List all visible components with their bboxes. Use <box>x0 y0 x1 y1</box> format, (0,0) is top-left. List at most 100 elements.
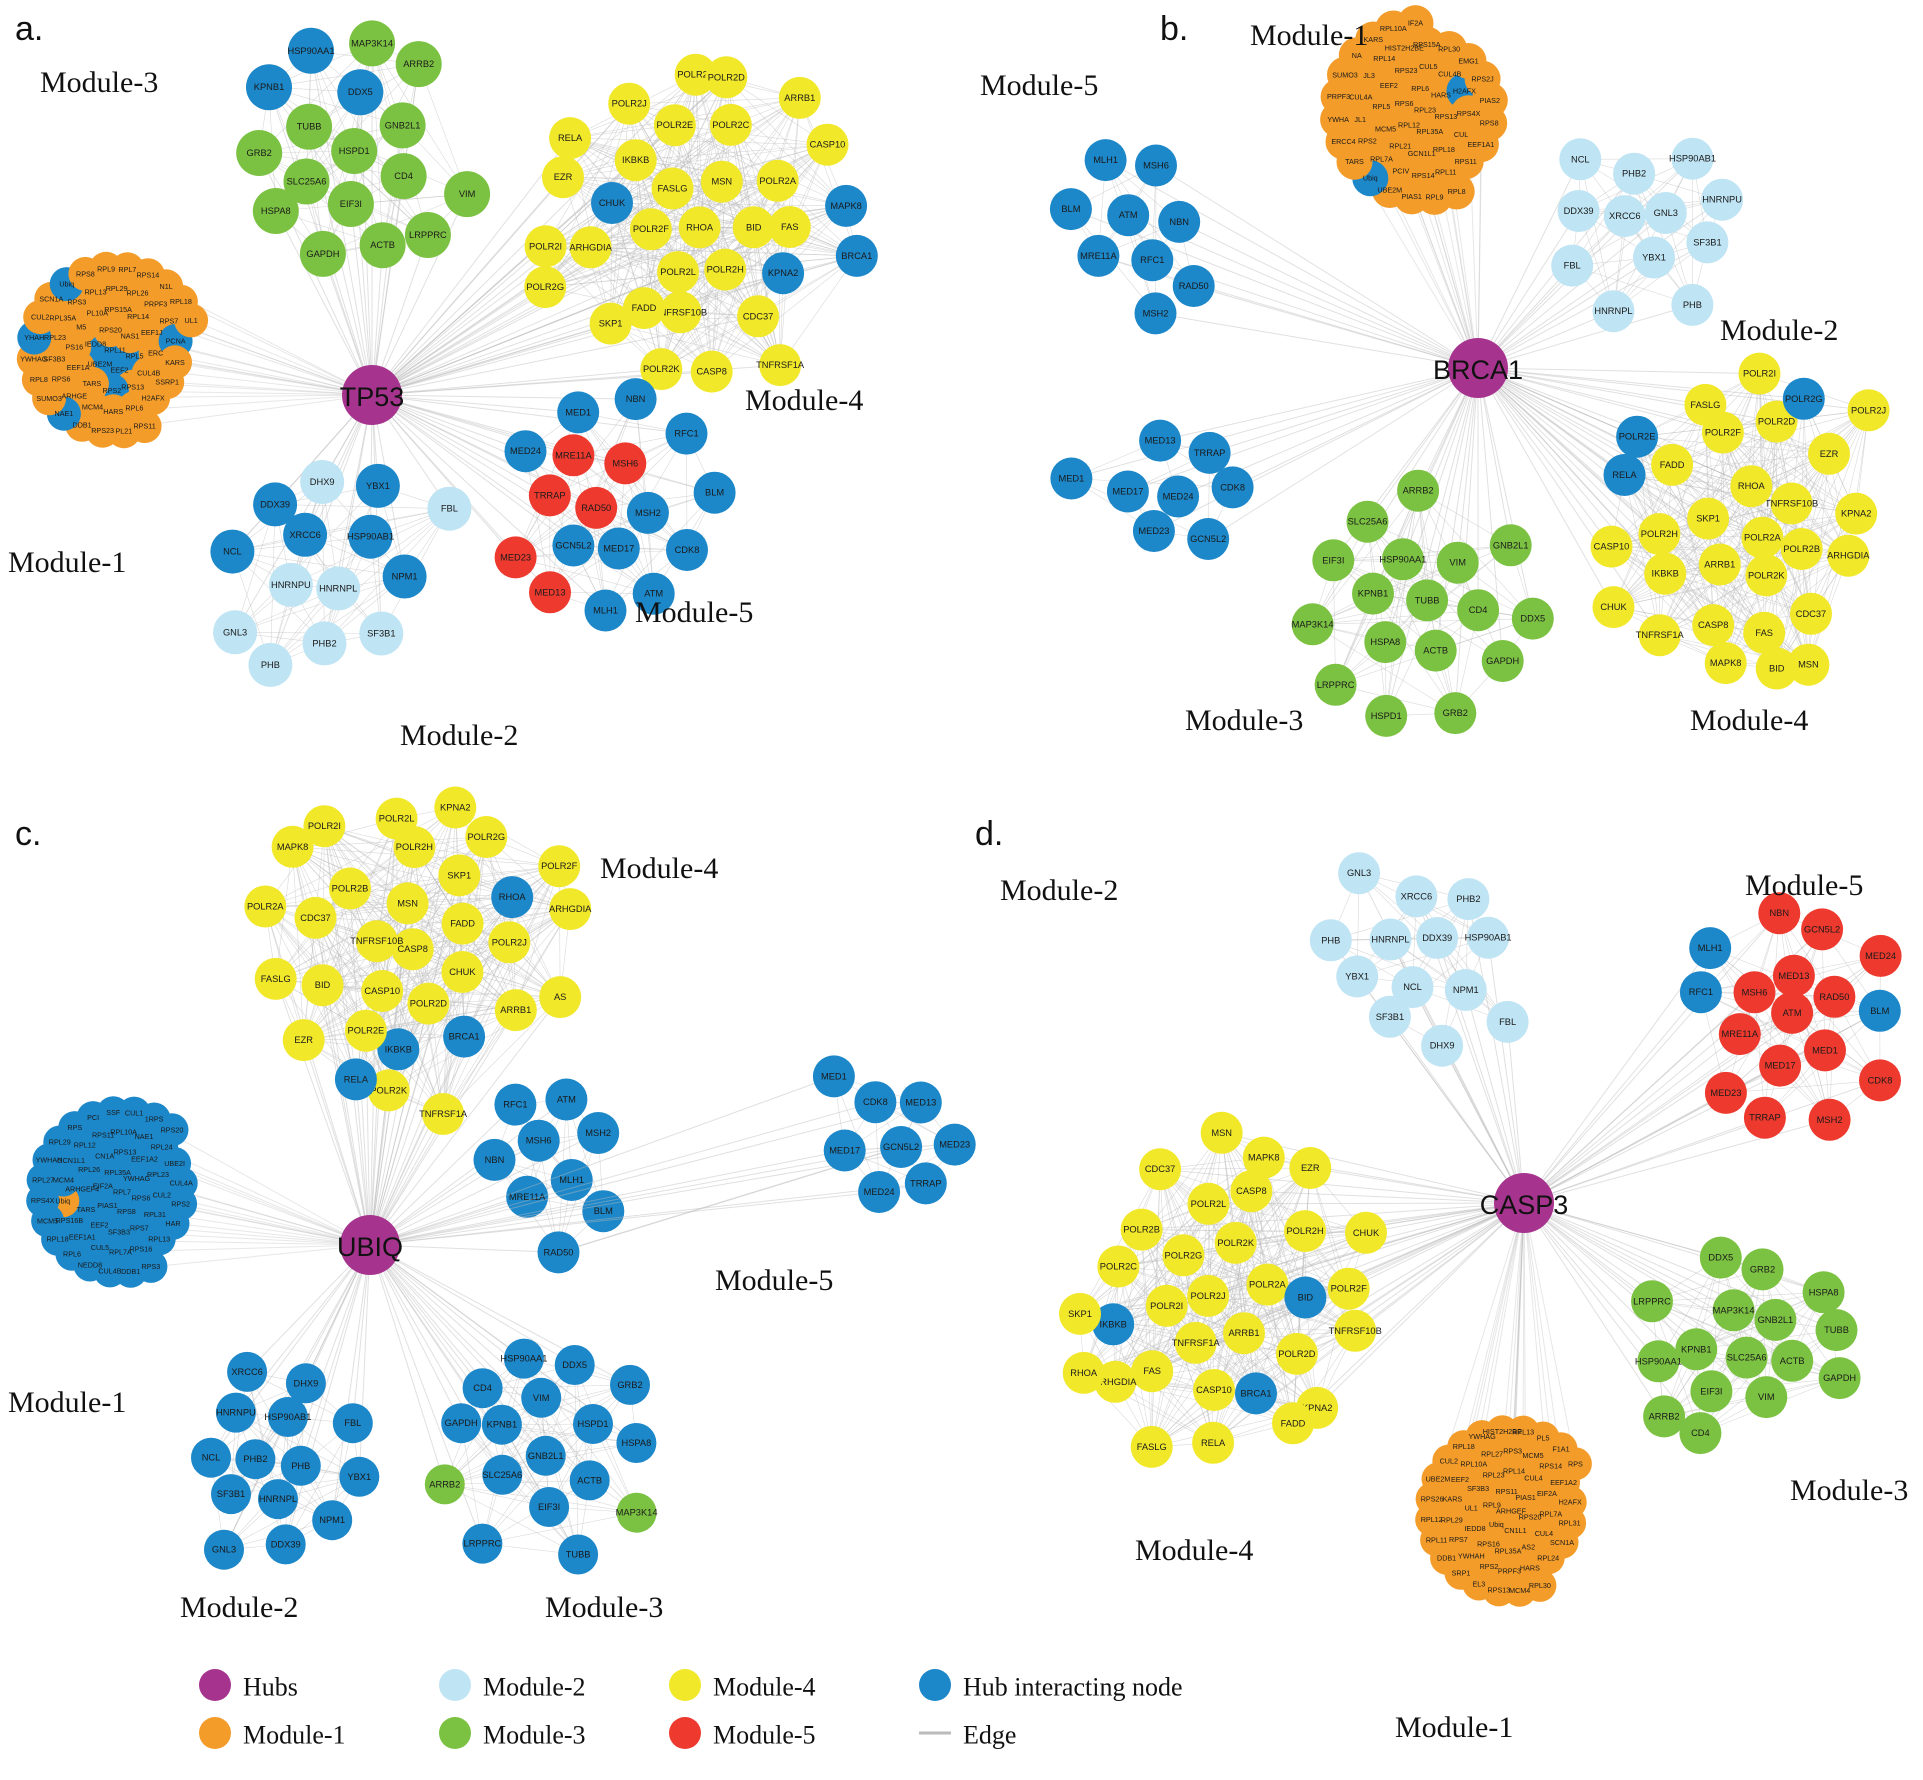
svg-text:RPS6: RPS6 <box>132 1193 151 1202</box>
svg-text:MED17: MED17 <box>1112 487 1143 497</box>
svg-text:KPNB1: KPNB1 <box>1681 1344 1712 1354</box>
svg-text:Module-1: Module-1 <box>8 1386 126 1419</box>
svg-text:Ubiq: Ubiq <box>1363 174 1378 183</box>
svg-text:BLM: BLM <box>1061 204 1080 214</box>
svg-text:RPL29: RPL29 <box>49 1138 71 1147</box>
svg-text:FASLG: FASLG <box>658 184 688 194</box>
svg-text:RAD50: RAD50 <box>1819 992 1849 1002</box>
svg-text:HSP90AA1: HSP90AA1 <box>500 1354 547 1364</box>
svg-text:BID: BID <box>746 222 762 232</box>
svg-text:RPL13: RPL13 <box>1512 1428 1534 1437</box>
svg-text:RPL11: RPL11 <box>104 346 125 355</box>
svg-text:Ubiq: Ubiq <box>1489 1520 1504 1529</box>
svg-text:NEDD8: NEDD8 <box>78 1261 102 1270</box>
svg-text:IKBKB: IKBKB <box>1652 569 1679 579</box>
svg-text:ARRB1: ARRB1 <box>1704 560 1735 570</box>
svg-text:DDX5: DDX5 <box>562 1360 587 1370</box>
svg-text:MSN: MSN <box>1211 1128 1232 1138</box>
svg-text:MLH1: MLH1 <box>1698 943 1723 953</box>
svg-text:POLR2D: POLR2D <box>1758 417 1795 427</box>
svg-text:FAS: FAS <box>781 222 799 232</box>
svg-text:ARHGDIA: ARHGDIA <box>1827 551 1870 561</box>
svg-text:b.: b. <box>1160 10 1188 48</box>
svg-text:CUL5: CUL5 <box>1419 62 1437 71</box>
svg-text:H2AFX: H2AFX <box>142 394 165 403</box>
svg-text:GRB2: GRB2 <box>617 1380 642 1390</box>
svg-text:SF3B1: SF3B1 <box>217 1489 245 1499</box>
svg-text:KPNA2: KPNA2 <box>1841 509 1872 519</box>
svg-text:MAP3K14: MAP3K14 <box>1713 1305 1755 1315</box>
svg-text:PHB2: PHB2 <box>1456 894 1480 904</box>
svg-text:MCM5: MCM5 <box>1522 1451 1543 1460</box>
svg-text:FBL: FBL <box>441 504 458 514</box>
svg-text:Module-5: Module-5 <box>1745 869 1863 902</box>
svg-text:RPL5: RPL5 <box>126 352 144 361</box>
svg-text:GAPDH: GAPDH <box>445 1418 478 1428</box>
svg-text:RPL27: RPL27 <box>32 1175 54 1184</box>
svg-text:HNRNPU: HNRNPU <box>216 1408 256 1418</box>
svg-text:SLC25A6: SLC25A6 <box>482 1470 522 1480</box>
svg-text:ATM: ATM <box>557 1095 576 1105</box>
svg-text:RPL11: RPL11 <box>1435 168 1456 177</box>
svg-text:ARHGE: ARHGE <box>62 391 88 400</box>
svg-text:Module-4: Module-4 <box>1690 704 1808 737</box>
svg-text:EIF3I: EIF3I <box>1322 555 1344 565</box>
svg-text:EZR: EZR <box>294 1035 313 1045</box>
svg-text:Module-3: Module-3 <box>545 1591 663 1624</box>
svg-text:RPL30: RPL30 <box>1438 45 1460 54</box>
svg-text:CUL4B: CUL4B <box>1438 69 1461 78</box>
svg-text:UBE2I: UBE2I <box>164 1159 185 1168</box>
svg-text:TARS: TARS <box>1345 157 1364 166</box>
svg-text:RPS8: RPS8 <box>117 1207 136 1216</box>
svg-text:RELA: RELA <box>1612 470 1637 480</box>
svg-text:KPNB1: KPNB1 <box>254 82 285 92</box>
svg-text:RPS13: RPS13 <box>1488 1585 1511 1594</box>
svg-text:RPS20: RPS20 <box>99 326 122 335</box>
svg-text:TP53: TP53 <box>340 382 405 412</box>
svg-text:HSPD1: HSPD1 <box>339 146 370 156</box>
svg-text:MLH1: MLH1 <box>593 606 618 616</box>
svg-text:BLM: BLM <box>594 1206 613 1216</box>
svg-text:IKBKB: IKBKB <box>385 1044 412 1054</box>
svg-text:GNL3: GNL3 <box>223 627 247 637</box>
svg-text:CUL4A: CUL4A <box>1349 92 1372 101</box>
svg-text:RPL7A: RPL7A <box>109 1247 132 1256</box>
svg-text:POLR2A: POLR2A <box>1249 1280 1286 1290</box>
svg-text:ARRB1: ARRB1 <box>500 1005 531 1015</box>
svg-text:CASP10: CASP10 <box>364 986 400 996</box>
svg-text:POLR2G: POLR2G <box>526 282 564 292</box>
svg-text:POLR2F: POLR2F <box>1331 1284 1367 1294</box>
svg-text:GNB2L1: GNB2L1 <box>528 1451 564 1461</box>
svg-text:PL21: PL21 <box>116 427 133 436</box>
svg-text:RPS4X: RPS4X <box>31 1196 55 1205</box>
svg-text:RELA: RELA <box>1201 1438 1226 1448</box>
svg-text:BRCA1: BRCA1 <box>449 1032 480 1042</box>
svg-text:ATM: ATM <box>1119 210 1138 220</box>
svg-text:RPL23: RPL23 <box>1483 1471 1505 1480</box>
svg-text:MAPK8: MAPK8 <box>277 842 309 852</box>
svg-text:CN1L1: CN1L1 <box>1504 1526 1526 1535</box>
svg-text:IF2A: IF2A <box>1408 19 1423 28</box>
svg-text:FBL: FBL <box>1499 1017 1516 1027</box>
svg-text:HSP90AB1: HSP90AB1 <box>1669 154 1716 164</box>
svg-text:BLM: BLM <box>1870 1006 1889 1016</box>
svg-text:MSH6: MSH6 <box>1143 161 1169 171</box>
svg-text:RPL35A: RPL35A <box>1416 127 1443 136</box>
svg-text:EZR: EZR <box>1301 1163 1320 1173</box>
svg-text:CHUK: CHUK <box>599 198 626 208</box>
svg-text:MAP3K14: MAP3K14 <box>351 38 393 48</box>
svg-text:NCL: NCL <box>223 547 242 557</box>
svg-text:HSP90AB1: HSP90AB1 <box>347 532 394 542</box>
svg-text:RPS14: RPS14 <box>1412 171 1435 180</box>
svg-text:SF3B3: SF3B3 <box>1467 1484 1489 1493</box>
svg-text:FASLG: FASLG <box>1137 1442 1167 1452</box>
svg-text:RPS11: RPS11 <box>1455 157 1477 166</box>
svg-text:Module-5: Module-5 <box>980 69 1098 102</box>
svg-text:CDK8: CDK8 <box>675 545 700 555</box>
svg-text:GAPDH: GAPDH <box>1823 1373 1856 1383</box>
svg-text:RPL18: RPL18 <box>1433 145 1455 154</box>
svg-text:RPL5: RPL5 <box>1372 102 1390 111</box>
svg-text:YBX1: YBX1 <box>347 1472 371 1482</box>
svg-text:IKBKB: IKBKB <box>622 155 649 165</box>
svg-text:DHX9: DHX9 <box>310 477 335 487</box>
